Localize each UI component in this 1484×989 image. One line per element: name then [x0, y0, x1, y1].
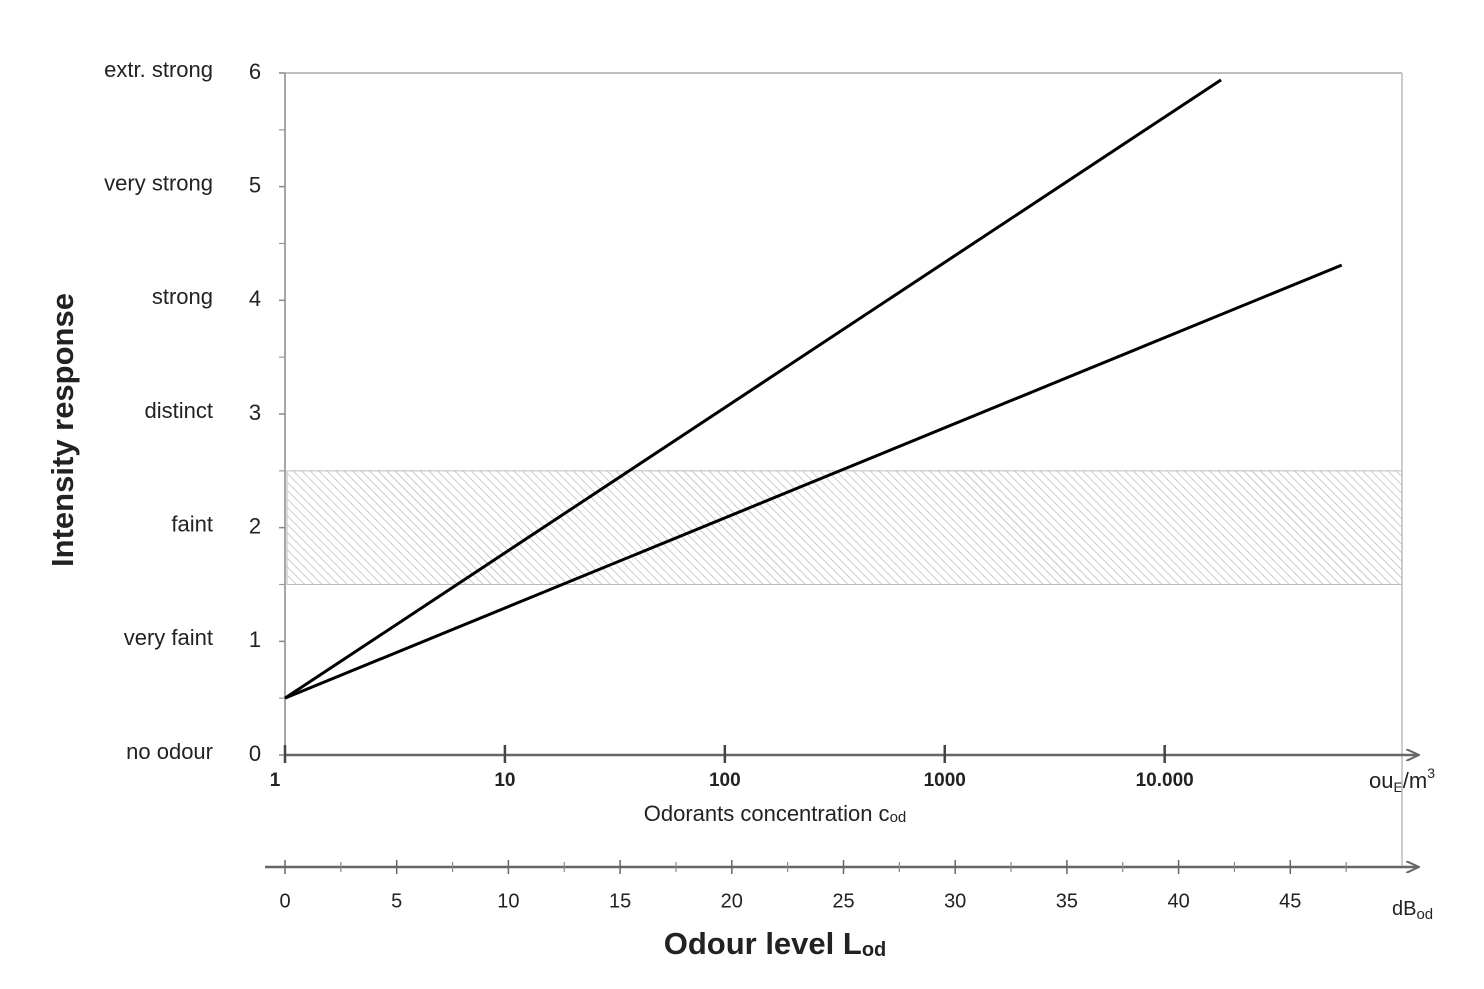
x-tick-label: 30	[944, 890, 966, 912]
x-title-text: Odour level L	[664, 926, 862, 961]
x2-tick-label: 10	[494, 770, 515, 791]
x2-tick-label: 1000	[924, 770, 966, 791]
x-title-sub: od	[862, 939, 886, 961]
y-tick-name: strong	[152, 284, 213, 309]
y-tick-label: 0	[249, 741, 261, 766]
x2-title-text: Odorants concentration c	[644, 801, 890, 826]
y-tick-label: 3	[249, 400, 261, 425]
x2-axis-title: Odorants concentration cod	[644, 801, 907, 826]
y-tick-label: 1	[249, 627, 261, 652]
x2-unit-sub: E	[1393, 779, 1402, 795]
x-tick-label: 25	[832, 890, 854, 912]
x-tick-label: 20	[721, 890, 743, 912]
x2-unit-text: ou	[1369, 768, 1393, 793]
x-unit-sub: od	[1416, 906, 1433, 923]
y-tick-name: distinct	[145, 398, 213, 423]
y-tick-name: very strong	[104, 170, 213, 195]
y-tick-name: extr. strong	[104, 57, 213, 82]
x2-unit-rest: /m	[1403, 768, 1427, 793]
y-tick-label: 5	[249, 172, 261, 197]
x-axis-title: Odour level Lod	[664, 926, 887, 961]
x2-unit: ouE/m3	[1369, 765, 1435, 795]
x2-tick-label: 10.000	[1136, 770, 1194, 791]
x-tick-label: 15	[609, 890, 631, 912]
x-tick-label: 35	[1056, 890, 1078, 912]
response-line	[284, 78, 1222, 700]
x2-title-sub: od	[890, 809, 907, 826]
x-tick-label: 45	[1279, 890, 1301, 912]
x2-tick-label: 1	[270, 770, 281, 791]
x2-tick-label: 100	[709, 770, 741, 791]
x-tick-label: 10	[497, 890, 519, 912]
y-tick-label: 6	[249, 59, 261, 84]
x-unit-text: dB	[1392, 898, 1416, 920]
x-unit: dBod	[1392, 898, 1433, 923]
x2-unit-sup: 3	[1427, 765, 1435, 781]
y-tick-label: 4	[249, 286, 261, 311]
x-tick-label: 40	[1167, 890, 1189, 912]
y-tick-name: no odour	[126, 739, 213, 764]
y-tick-name: very faint	[124, 625, 213, 650]
x-tick-label: 5	[391, 890, 402, 912]
threshold-band	[286, 470, 1403, 586]
response-line	[284, 263, 1343, 700]
y-tick-name: faint	[171, 511, 213, 536]
y-tick-label: 2	[249, 513, 261, 538]
y-axis-title: Intensity response	[45, 293, 80, 567]
x-tick-label: 0	[279, 890, 290, 912]
